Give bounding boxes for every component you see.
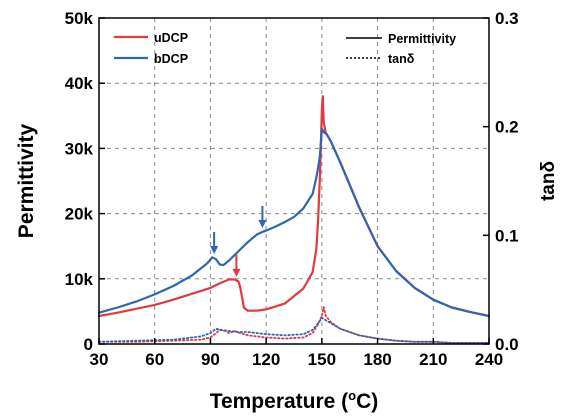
legend-label-permittivity: Permittivity xyxy=(388,32,456,46)
y-tick-label: 10k xyxy=(65,270,94,289)
y-tick-label: 50k xyxy=(65,9,94,28)
legend-label-udcp: uDCP xyxy=(154,31,188,45)
y2-tick-label: 0.2 xyxy=(495,118,519,137)
x-tick-label: 90 xyxy=(201,350,220,369)
x-tick-label: 60 xyxy=(145,350,164,369)
x-tick-label: 180 xyxy=(363,350,391,369)
annotation-arrows xyxy=(210,205,267,277)
legend-samples: uDCP bDCP xyxy=(114,31,188,66)
x-axis-title-sup: o xyxy=(348,388,356,403)
x-tick-label: 240 xyxy=(475,350,503,369)
plot-frame xyxy=(98,17,490,345)
legend-label-bdcp: bDCP xyxy=(154,52,188,66)
annotation-arrow xyxy=(232,254,241,277)
y2-tick-label: 0.0 xyxy=(495,335,519,354)
x-tick-label: 150 xyxy=(308,350,336,369)
grid-lines xyxy=(99,18,489,344)
series-line-bdcp-tan-delta xyxy=(98,317,490,344)
y2-tick-label: 0.3 xyxy=(495,9,519,28)
x-tick-label: 210 xyxy=(419,350,447,369)
series-line-udcp-permittivity xyxy=(97,95,491,318)
x-axis-title: Temperature (oC) xyxy=(210,388,379,413)
y2-axis-title-main: tan xyxy=(538,173,559,202)
series-line-bdcp-permittivity xyxy=(97,127,491,318)
data-curves xyxy=(97,95,491,344)
annotation-arrow xyxy=(210,232,219,255)
x-tick-label: 120 xyxy=(252,350,280,369)
x-axis-title-end: C) xyxy=(356,390,378,413)
y-tick-label: 30k xyxy=(65,139,94,158)
axis-ticks: 30 60 90 120 150 180 210 240 0 10k 20k 30k 40k 50k 0.0… xyxy=(65,9,519,369)
y-tick-label: 0 xyxy=(84,335,93,354)
legend-styles: Permittivity tanδ xyxy=(346,32,456,66)
x-axis-title-main: Temperature ( xyxy=(210,390,348,413)
annotation-arrow xyxy=(258,205,267,228)
y2-axis-title: tanδ xyxy=(538,161,559,201)
y-tick-label: 20k xyxy=(65,205,94,224)
y-axis-title: Permittivity xyxy=(15,123,38,238)
x-tick-label: 30 xyxy=(90,350,109,369)
series-line-udcp-tan-delta xyxy=(98,306,490,344)
y2-axis-title-symbol: δ xyxy=(538,161,559,173)
y-tick-label: 40k xyxy=(65,74,94,93)
legend-label-tan-delta: tanδ xyxy=(388,52,415,66)
y2-tick-label: 0.1 xyxy=(495,226,519,245)
